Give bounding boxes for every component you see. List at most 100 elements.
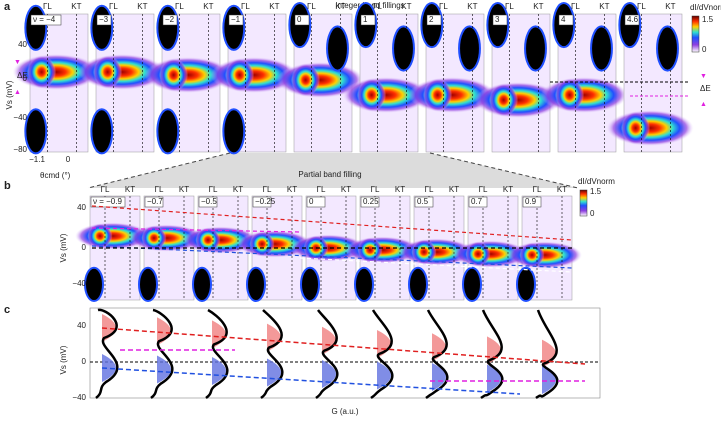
filling-box — [558, 14, 574, 26]
heatmap-blob — [222, 108, 246, 155]
momentum-label: ΓL — [439, 2, 448, 11]
filling-box — [360, 196, 380, 208]
y-tick-label: 0 — [23, 74, 28, 83]
heatmap-band — [423, 78, 453, 112]
spectrum-curve — [260, 309, 284, 399]
filling-label: 4.6 — [627, 15, 639, 24]
filling-label: 2 — [429, 15, 434, 24]
momentum-label: KT — [401, 2, 411, 11]
momentum-label: KT — [233, 185, 243, 194]
colorbar — [691, 15, 700, 53]
heatmap-band — [555, 78, 585, 112]
colorbar — [579, 189, 588, 217]
filling-box — [144, 196, 164, 208]
zoom-edge — [429, 152, 579, 189]
peak-fill-blue — [432, 363, 446, 391]
filling-box — [306, 196, 326, 208]
spectrum-curve — [150, 308, 174, 399]
peak-fill-blue — [322, 360, 336, 388]
filling-label: 0.25 — [363, 197, 379, 206]
heatmap-band — [195, 227, 221, 253]
filling-label: −1 — [231, 15, 241, 24]
filling-label: 4 — [561, 15, 566, 24]
heatmap-blob — [84, 266, 104, 303]
spectrum-curve — [535, 309, 559, 400]
heatmap-blob — [524, 25, 547, 72]
spectrum-curve — [95, 308, 119, 399]
delta-label: ΔE — [700, 84, 711, 93]
guide-line — [101, 327, 586, 365]
momentum-label: KT — [335, 2, 345, 11]
momentum-label: ΓL — [43, 2, 52, 11]
heatmap-blob — [326, 25, 349, 72]
x-axis-label: G (a.u.) — [331, 407, 358, 416]
y-tick-label: 0 — [82, 243, 87, 252]
filling-label: ν = −0.9 — [93, 197, 122, 206]
spectrum-curve — [315, 309, 339, 399]
heatmap-blob — [156, 4, 180, 51]
momentum-label: KT — [395, 185, 405, 194]
momentum-label: KT — [533, 2, 543, 11]
momentum-label: KT — [125, 185, 135, 194]
colorbar-tick: 1.5 — [702, 15, 714, 24]
heatmap-band — [93, 55, 123, 89]
heatmap-band — [411, 239, 437, 265]
filling-label: 3 — [495, 15, 500, 24]
momentum-label: ΓL — [307, 2, 316, 11]
momentum-label: ΓL — [175, 2, 184, 11]
heatmap-blob — [408, 266, 428, 303]
y-tick-label: 40 — [77, 203, 86, 212]
filling-label: 0.7 — [471, 197, 483, 206]
momentum-label: KT — [287, 185, 297, 194]
heatmap-band — [225, 58, 255, 92]
heatmap-band — [357, 78, 387, 112]
filling-label: −2 — [165, 15, 175, 24]
filling-box — [522, 196, 542, 208]
momentum-label: ΓL — [533, 185, 542, 194]
filling-box — [252, 196, 272, 208]
guide-line — [91, 205, 573, 241]
heatmap-band — [519, 242, 545, 268]
panel-label: b — [4, 180, 11, 192]
y-tick-label: −40 — [72, 393, 86, 402]
filling-label: 0.5 — [417, 197, 429, 206]
momentum-label: KT — [557, 185, 567, 194]
momentum-label: KT — [467, 2, 477, 11]
momentum-label: ΓL — [571, 2, 580, 11]
filling-label: −3 — [99, 15, 109, 24]
filling-label: −0.7 — [147, 197, 163, 206]
momentum-label: KT — [599, 2, 609, 11]
momentum-label: ΓL — [109, 2, 118, 11]
filling-label: 0.9 — [525, 197, 537, 206]
peak-fill-blue — [102, 354, 116, 382]
heatmap-blob — [392, 25, 415, 72]
zoom-edge — [87, 152, 231, 189]
filling-box — [30, 14, 62, 26]
heatmap-blob — [24, 4, 48, 51]
heatmap-band — [357, 237, 383, 263]
momentum-label: ΓL — [637, 2, 646, 11]
heatmap-blob — [516, 266, 536, 303]
filling-box — [198, 196, 218, 208]
momentum-label: KT — [269, 2, 279, 11]
guide-line — [299, 257, 573, 273]
filling-label: ν = −4 — [33, 15, 56, 24]
colorbar-label: dI/dVnorm — [690, 3, 721, 12]
momentum-label: ΓL — [373, 2, 382, 11]
filling-box — [162, 14, 178, 26]
heatmap-blob — [462, 266, 482, 303]
momentum-label: ΓL — [155, 185, 164, 194]
filling-box — [360, 14, 376, 26]
heatmap-blob — [246, 266, 266, 303]
panel-label: a — [4, 1, 11, 13]
peak-fill-blue — [157, 355, 171, 384]
guide-line — [91, 245, 573, 269]
filling-box — [96, 14, 112, 26]
spectrum-curve — [205, 308, 229, 399]
momentum-label: ΓL — [263, 185, 272, 194]
heatmap-blob — [590, 25, 613, 72]
filling-label: −0.25 — [255, 197, 276, 206]
momentum-label: ΓL — [317, 185, 326, 194]
